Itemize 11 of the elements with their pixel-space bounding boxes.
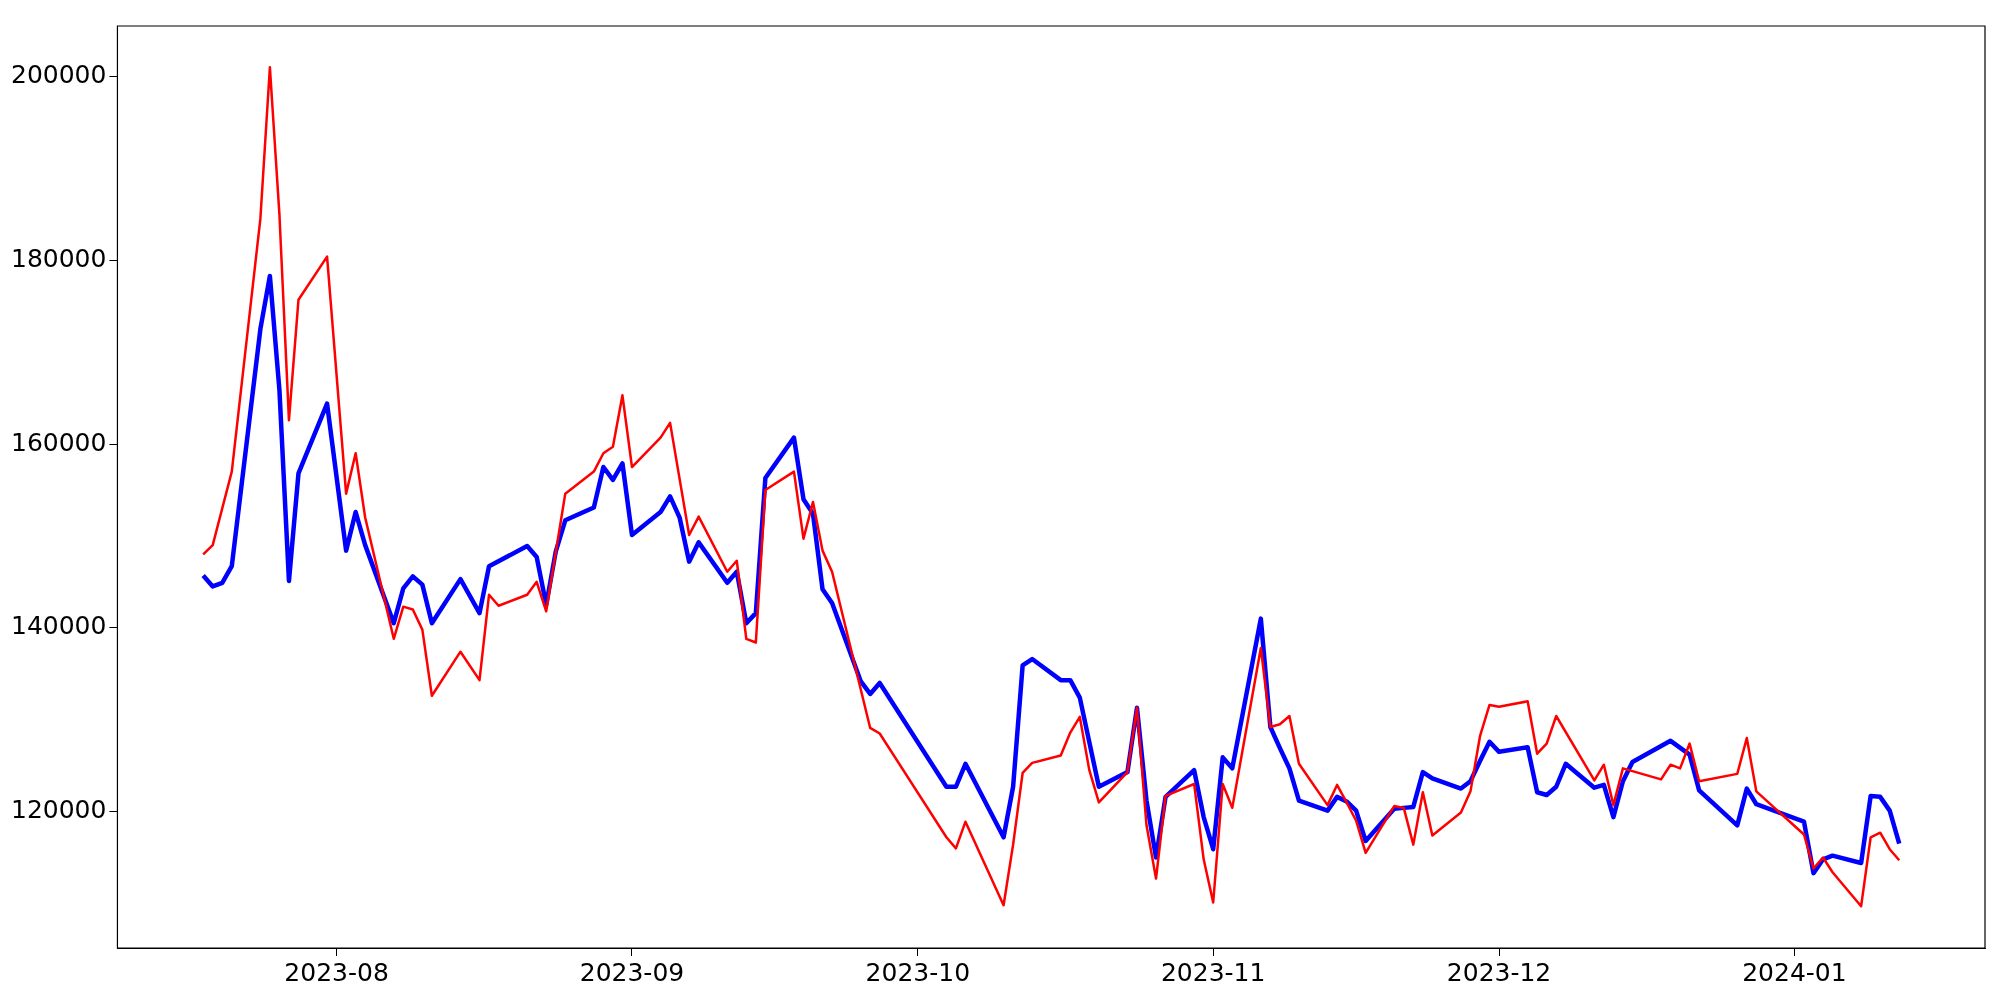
y-tick-label: 180000 — [11, 243, 107, 273]
y-tick-label: 140000 — [11, 611, 107, 641]
y-tick-label: 200000 — [11, 60, 107, 90]
x-tick-label: 2023-08 — [284, 957, 389, 987]
x-tick-label: 2023-09 — [579, 957, 685, 987]
y-tick-label: 120000 — [11, 795, 107, 825]
x-tick-label: 2023-10 — [865, 957, 971, 987]
x-tick-label: 2023-12 — [1446, 957, 1552, 987]
y-tick-label: 160000 — [11, 427, 107, 457]
x-tick-label: 2023-11 — [1160, 957, 1266, 987]
x-tick-label: 2024-01 — [1742, 957, 1847, 987]
